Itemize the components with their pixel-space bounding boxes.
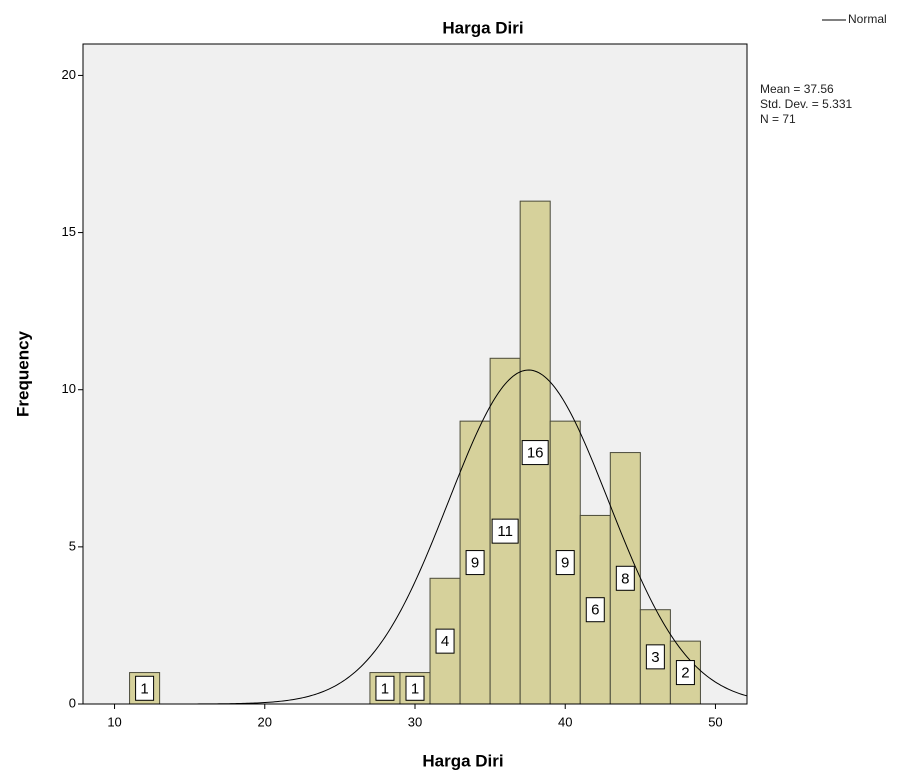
y-tick-label: 10 [62, 381, 76, 396]
value-label: 16 [527, 445, 544, 462]
y-tick-label: 20 [62, 67, 76, 82]
value-label: 1 [411, 680, 419, 697]
value-label: 3 [651, 649, 659, 666]
x-tick-label: 30 [408, 714, 422, 729]
value-label: 1 [381, 680, 389, 697]
value-label: 11 [497, 523, 513, 540]
stat-label: Mean = 37.56 [760, 82, 834, 96]
y-axis-title: Frequency [13, 330, 32, 417]
y-tick-label: 0 [69, 695, 76, 710]
chart-title: Harga Diri [442, 18, 523, 37]
legend-label: Normal [848, 12, 887, 26]
x-tick-label: 40 [558, 714, 572, 729]
value-label: 9 [561, 555, 569, 572]
stat-label: N = 71 [760, 112, 796, 126]
value-label: 8 [621, 570, 629, 587]
x-tick-label: 50 [708, 714, 722, 729]
x-tick-label: 20 [258, 714, 272, 729]
value-label: 9 [471, 555, 479, 572]
y-tick-label: 5 [69, 538, 76, 553]
value-label: 1 [140, 680, 148, 697]
chart: Harga Diri Harga Diri Frequency 0 5 10 15 20… [0, 0, 909, 778]
x-tick-label: 10 [107, 714, 121, 729]
stat-label: Std. Dev. = 5.331 [760, 97, 852, 111]
value-label: 4 [441, 633, 449, 650]
plot-area [83, 44, 747, 704]
value-label: 2 [681, 665, 689, 682]
value-label: 6 [591, 602, 599, 619]
y-tick-label: 15 [62, 224, 76, 239]
x-axis-title: Harga Diri [422, 751, 503, 770]
